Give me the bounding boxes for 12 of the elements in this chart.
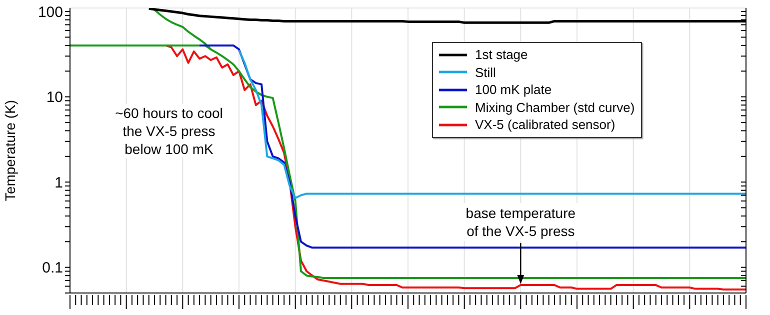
y-tick-label: 0.1 [42,260,63,277]
y-axis-title: Temperature (K) [2,100,18,202]
annotation: base temperature of the VX-5 press [466,205,576,240]
legend-label: 100 mK plate [475,81,552,98]
y-tick-label: 10 [46,89,63,106]
y-tick-label: 1 [54,174,63,192]
legend-label: 1st stage [475,46,528,64]
legend-label: Mixing Chamber (std curve) [475,98,635,116]
legend-label: Still [475,64,496,81]
y-tick-label: 100 [38,4,63,21]
legend-label: VX-5 (calibrated sensor) [475,116,616,134]
annotation: ~60 hours to cool the VX-5 press below 100 mK [104,104,234,158]
